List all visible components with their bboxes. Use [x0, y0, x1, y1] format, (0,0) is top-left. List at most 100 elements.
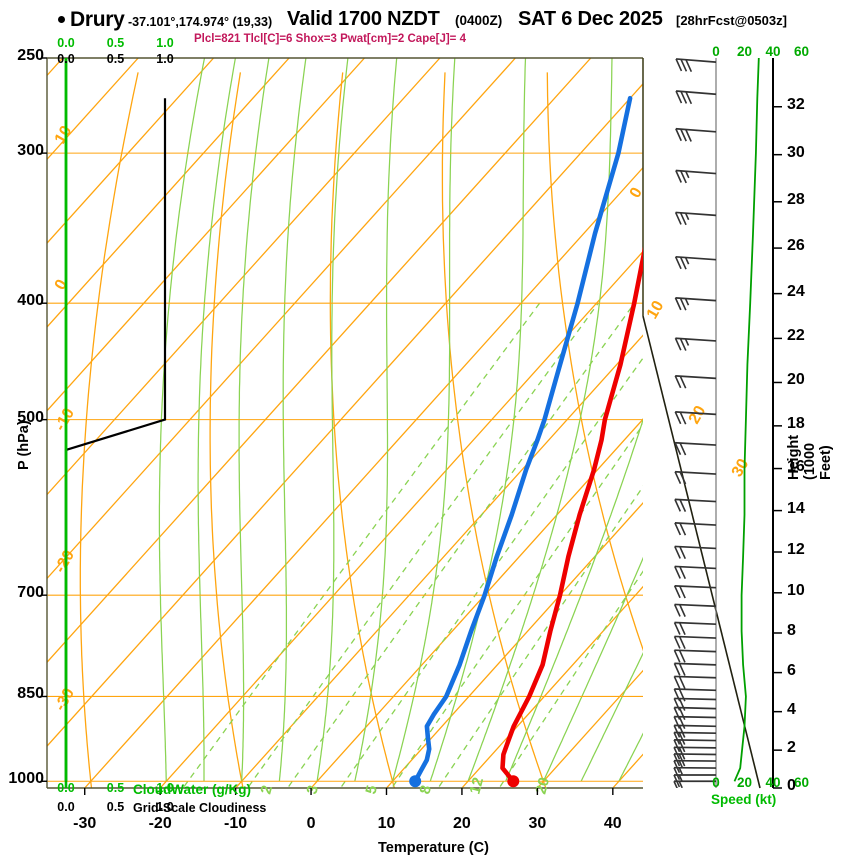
mixing-ratio-label: 20: [532, 776, 553, 797]
height-tick-label: 12: [787, 541, 805, 558]
wind-barb: [674, 297, 717, 311]
height-tick-label: 22: [787, 327, 805, 345]
height-axis: [772, 58, 782, 789]
temperature-tick-label: 30: [528, 815, 547, 832]
wind-barb: [673, 774, 716, 788]
cloudwater-top-tick-label: 1.0: [156, 781, 174, 795]
cloudwater-top-tick-label: 0.5: [106, 781, 125, 795]
wind-barb: [675, 90, 717, 105]
wind-barb: [673, 688, 717, 702]
height-tick-label: 0: [787, 777, 796, 794]
pressure-tick-label: 300: [17, 142, 44, 160]
surface-temperature-marker: [507, 775, 520, 788]
wind-barb: [674, 211, 717, 226]
surface-dewpoint-marker: [409, 775, 422, 788]
cloudwater-top-tick-label: 1.0: [156, 36, 174, 50]
cloudiness-top-tick-label: 0.5: [106, 52, 125, 66]
cloudiness-top-tick-label: 0.0: [57, 52, 75, 66]
height-tick-label: 28: [787, 190, 805, 208]
wind-barb: [674, 255, 717, 270]
temperature-axis-title: Temperature (C): [378, 840, 489, 856]
speed-tick-label: 60: [793, 775, 810, 790]
pressure-tick-label: 400: [17, 292, 44, 310]
mixing-ratio-label: 2: [257, 784, 276, 796]
wind-barb: [674, 565, 717, 579]
temperature-trace: [500, 246, 643, 784]
height-tick-label: 8: [787, 621, 796, 639]
cloudiness-top-tick-label: 1.0: [156, 800, 174, 814]
pressure-axis-ticks: [41, 57, 47, 782]
wind-barb: [673, 759, 717, 774]
cloudiness-top-tick-label: 0.0: [57, 800, 75, 814]
wind-barb: [673, 706, 717, 720]
height-tick-label: 14: [787, 499, 805, 517]
valid-time-utc: (0400Z): [455, 13, 503, 28]
wind-barb: [673, 649, 717, 663]
pressure-tick-label: 700: [17, 584, 44, 602]
temperature-tick-label: 20: [453, 815, 471, 832]
cloudiness-top-tick-label: 1.0: [156, 52, 174, 66]
cloudwater-top-tick-label: 0.0: [57, 781, 75, 795]
station-name: Drury: [70, 8, 125, 31]
height-tick-label: 4: [787, 700, 796, 718]
valid-date-label: SAT 6 Dec 2025: [518, 8, 663, 30]
isotherm-label: 10: [52, 123, 76, 147]
wind-barb: [674, 522, 717, 536]
forecast-tag: [28hrFcst@0503z]: [676, 13, 787, 28]
chart-header: Drury -37.101°,174.974° (19,33) Valid 17…: [0, 6, 850, 32]
mixing-ratio-label: 12: [466, 776, 487, 797]
height-axis-title: Height (1000 Feet): [786, 434, 834, 480]
wind-barb: [675, 58, 717, 73]
wind-barb: [673, 739, 717, 753]
isotherm-label: 30: [729, 456, 753, 480]
wind-barb: [673, 753, 717, 767]
speed-tick-label: 20: [736, 44, 753, 59]
wind-barb: [674, 545, 717, 559]
speed-tick-label: 0: [712, 775, 720, 790]
isotherm-label: 0: [52, 277, 71, 293]
cloudiness-line: [64, 98, 167, 782]
temperature-tick-label: -30: [73, 815, 97, 832]
wind-speed-line: [733, 58, 760, 782]
cloudiness-profile: [64, 58, 167, 782]
wind-barb: [673, 746, 717, 760]
height-tick-label: 16: [787, 457, 805, 475]
surface-markers: [409, 775, 520, 788]
wind-barb: [675, 127, 717, 142]
wind-barb: [673, 731, 717, 745]
pressure-tick-label: 500: [17, 408, 44, 426]
cloudwater-axis-title: CloudWater (g/Kg): [133, 782, 251, 797]
wind-barb: [673, 662, 717, 676]
speed-axis-title: Speed (kt): [711, 792, 777, 807]
wind-barb: [674, 498, 717, 512]
wind-barb: [673, 766, 717, 781]
valid-time-label: Valid 1700 NZDT: [287, 8, 440, 30]
temperature-tick-label: 10: [377, 815, 396, 832]
wind-barb: [673, 621, 717, 636]
pressure-tick-label: 1000: [8, 770, 44, 788]
wind-barb: [673, 724, 717, 738]
wind-barb-column: [673, 58, 717, 788]
temperature-tick-label: -20: [148, 815, 172, 832]
pressure-axis-title: P (hPa): [16, 420, 32, 470]
wind-barb: [673, 675, 717, 689]
speed-tick-label: 20: [736, 775, 753, 790]
temperature-dewpoint-traces: [412, 95, 643, 784]
wind-barb: [673, 603, 717, 617]
height-tick-label: 6: [787, 661, 796, 679]
speed-tick-label: 40: [765, 775, 781, 790]
isotherm-label: 10: [644, 298, 668, 322]
isotherm-label: 20: [686, 403, 710, 427]
dewpoint-trace: [412, 95, 633, 784]
wind-barb: [674, 441, 717, 456]
pressure-tick-label: 250: [17, 47, 44, 64]
height-tick-label: 30: [787, 143, 805, 161]
height-tick-label: 26: [787, 237, 805, 255]
station-coordinates: -37.101°,174.974° (19,33): [128, 15, 273, 29]
wind-speed-profile: [733, 58, 760, 782]
speed-tick-label: 0: [712, 44, 720, 59]
speed-tick-label: 40: [765, 44, 781, 59]
